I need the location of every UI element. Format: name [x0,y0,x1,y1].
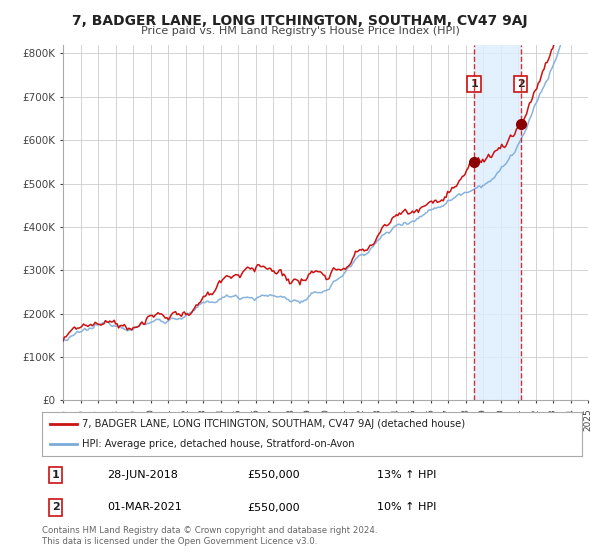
Text: 13% ↑ HPI: 13% ↑ HPI [377,470,436,480]
Bar [474,45,521,400]
Text: 2: 2 [517,79,524,89]
Text: 10% ↑ HPI: 10% ↑ HPI [377,502,436,512]
Text: £550,000: £550,000 [247,502,300,512]
Text: Price paid vs. HM Land Registry's House Price Index (HPI): Price paid vs. HM Land Registry's House … [140,26,460,36]
Text: 1: 1 [52,470,59,480]
Text: 1: 1 [470,79,478,89]
Text: 28-JUN-2018: 28-JUN-2018 [107,470,178,480]
Text: 7, BADGER LANE, LONG ITCHINGTON, SOUTHAM, CV47 9AJ (detached house): 7, BADGER LANE, LONG ITCHINGTON, SOUTHAM… [83,419,466,429]
Text: HPI: Average price, detached house, Stratford-on-Avon: HPI: Average price, detached house, Stra… [83,439,355,449]
Text: £550,000: £550,000 [247,470,300,480]
Text: 01-MAR-2021: 01-MAR-2021 [107,502,182,512]
Text: Contains HM Land Registry data © Crown copyright and database right 2024.
This d: Contains HM Land Registry data © Crown c… [42,526,377,546]
Text: 2: 2 [52,502,59,512]
Text: 7, BADGER LANE, LONG ITCHINGTON, SOUTHAM, CV47 9AJ: 7, BADGER LANE, LONG ITCHINGTON, SOUTHAM… [72,14,528,28]
